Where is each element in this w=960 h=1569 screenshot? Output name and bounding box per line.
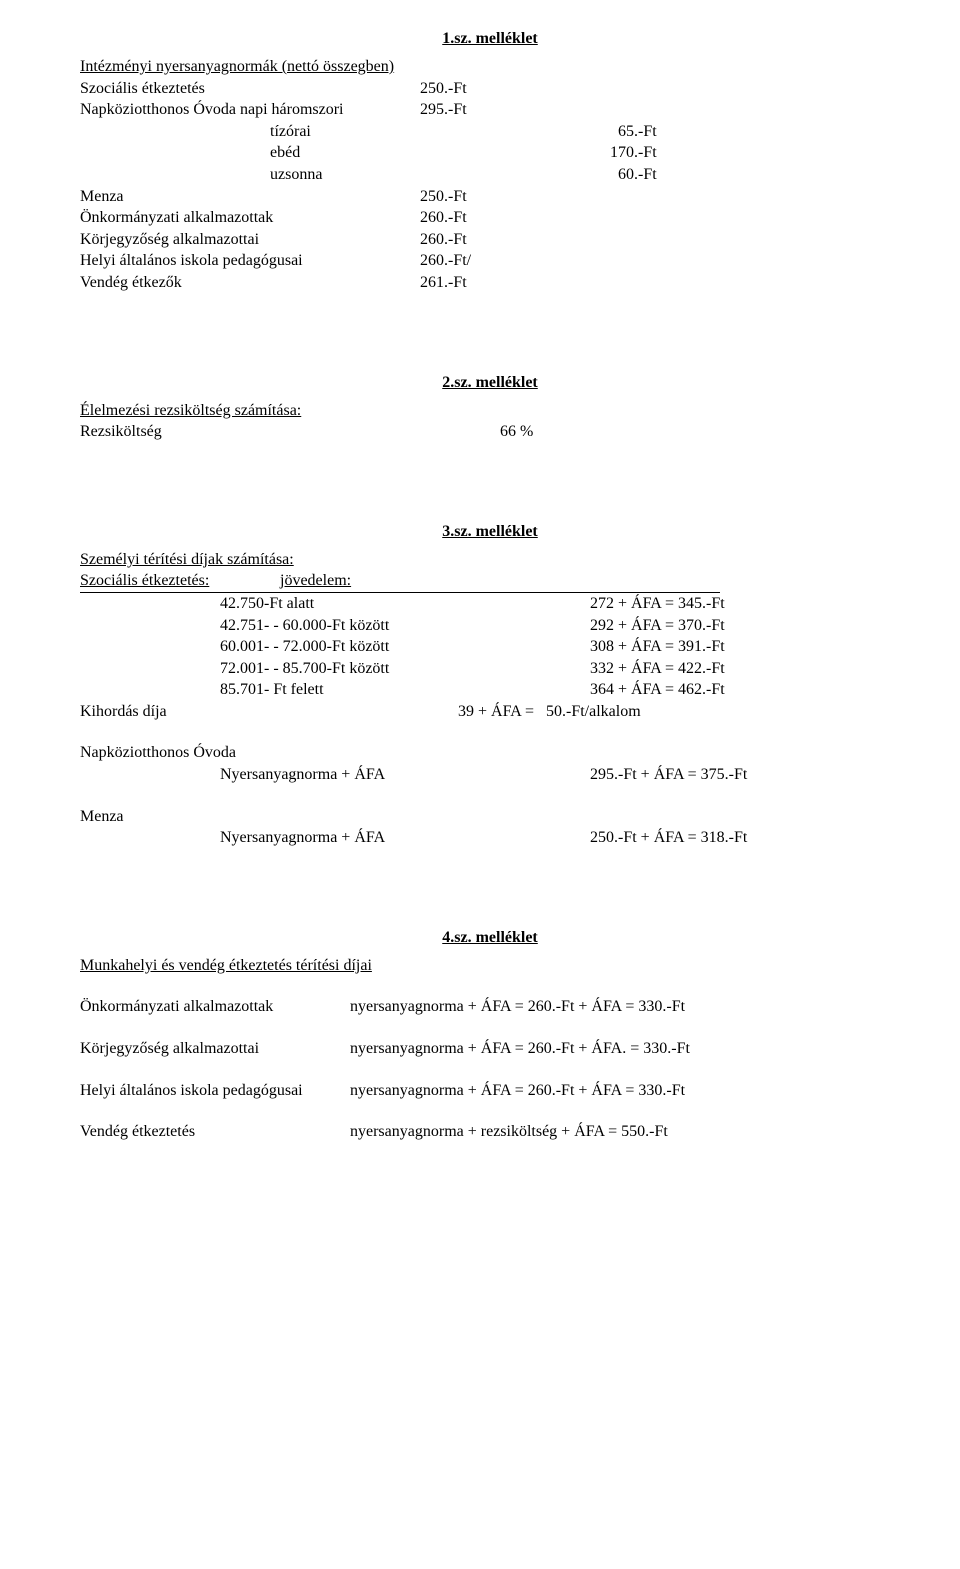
s4-row: Vendég étkeztetés nyersanyagnorma + rezs… <box>80 1121 900 1143</box>
s1-row: Körjegyzőség alkalmazottai 260.-Ft <box>80 229 900 251</box>
s4-value: nyersanyagnorma + rezsiköltség + ÁFA = 5… <box>350 1121 668 1143</box>
s1-label: Vendég étkezők <box>80 272 420 294</box>
s1-label: uzsonna <box>80 164 610 186</box>
s3-bracket-label: 42.750-Ft alatt <box>80 593 590 615</box>
s4-label: Vendég étkeztetés <box>80 1121 350 1143</box>
s1-label: ebéd <box>80 142 610 164</box>
s4-label: Önkormányzati alkalmazottak <box>80 996 350 1018</box>
section-1-heading: Intézményi nyersanyagnormák (nettó össze… <box>80 56 900 78</box>
s3-napkoz-label: Nyersanyagnorma + ÁFA <box>80 764 590 786</box>
s1-row: Helyi általános iskola pedagógusai 260.-… <box>80 250 900 272</box>
section-3: 3.sz. melléklet Személyi térítési díjak … <box>80 523 900 849</box>
s1-row: uzsonna 60.-Ft <box>80 164 900 186</box>
s1-label: Szociális étkeztetés <box>80 78 420 100</box>
s3-heading2-left: Szociális étkeztetés: <box>80 570 280 592</box>
section-2: 2.sz. melléklet Élelmezési rezsiköltség … <box>80 374 900 443</box>
s1-row: tízórai 65.-Ft <box>80 121 900 143</box>
s1-row: Szociális étkeztetés 250.-Ft <box>80 78 900 100</box>
s3-bracket-label: 42.751- - 60.000-Ft között <box>80 615 590 637</box>
s1-value: 260.-Ft <box>420 207 467 229</box>
s3-bracket-row: 42.750-Ft alatt 272 + ÁFA = 345.-Ft <box>80 593 900 615</box>
s4-value: nyersanyagnorma + ÁFA = 260.-Ft + ÁFA = … <box>350 996 685 1018</box>
s1-row: Menza 250.-Ft <box>80 186 900 208</box>
s3-kihordas-label: Kihordás díja <box>80 701 450 723</box>
s3-bracket-value: 272 + ÁFA = 345.-Ft <box>590 593 725 615</box>
s3-bracket-label: 60.001- - 72.000-Ft között <box>80 636 590 658</box>
s4-value: nyersanyagnorma + ÁFA = 260.-Ft + ÁFA = … <box>350 1080 685 1102</box>
s2-label: Rezsiköltség <box>80 421 500 443</box>
s4-row: Körjegyzőség alkalmazottai nyersanyagnor… <box>80 1038 900 1060</box>
s3-menza-title: Menza <box>80 806 900 828</box>
s1-value: 261.-Ft <box>420 272 467 294</box>
section-2-title: 2.sz. melléklet <box>80 374 900 392</box>
section-1: 1.sz. melléklet Intézményi nyersanyagnor… <box>80 30 900 294</box>
s3-bracket-label: 72.001- - 85.700-Ft között <box>80 658 590 680</box>
document-page: 1.sz. melléklet Intézményi nyersanyagnor… <box>0 0 960 1569</box>
s3-bracket-row: 60.001- - 72.000-Ft között 308 + ÁFA = 3… <box>80 636 900 658</box>
s1-label: tízórai <box>80 121 610 143</box>
s3-bracket-label: 85.701- Ft felett <box>80 679 590 701</box>
s1-label: Helyi általános iskola pedagógusai <box>80 250 420 272</box>
s3-napkoz-title: Napköziotthonos Óvoda <box>80 742 900 764</box>
section-3-title: 3.sz. melléklet <box>80 523 900 541</box>
s1-label: Menza <box>80 186 420 208</box>
s1-value: 170.-Ft <box>610 142 657 164</box>
s3-heading2-right: jövedelem: <box>280 570 351 592</box>
section-4-heading: Munkahelyi és vendég étkeztetés térítési… <box>80 955 900 977</box>
s4-row: Helyi általános iskola pedagógusai nyers… <box>80 1080 900 1102</box>
s1-value: 65.-Ft <box>610 121 657 143</box>
s1-row: Önkormányzati alkalmazottak 260.-Ft <box>80 207 900 229</box>
s4-label: Helyi általános iskola pedagógusai <box>80 1080 350 1102</box>
s3-kihordas-value: 39 + ÁFA = 50.-Ft/alkalom <box>450 701 641 723</box>
s1-row: Vendég étkezők 261.-Ft <box>80 272 900 294</box>
section-4-title: 4.sz. melléklet <box>80 929 900 947</box>
s4-value: nyersanyagnorma + ÁFA = 260.-Ft + ÁFA. =… <box>350 1038 690 1060</box>
s3-menza-value: 250.-Ft + ÁFA = 318.-Ft <box>590 827 747 849</box>
s1-row: Napköziotthonos Óvoda napi háromszori 29… <box>80 99 900 121</box>
s3-menza-label: Nyersanyagnorma + ÁFA <box>80 827 590 849</box>
section-1-title: 1.sz. melléklet <box>80 30 900 48</box>
s1-row: ebéd 170.-Ft <box>80 142 900 164</box>
s3-bracket-value: 332 + ÁFA = 422.-Ft <box>590 658 725 680</box>
s3-bracket-row: 72.001- - 85.700-Ft között 332 + ÁFA = 4… <box>80 658 900 680</box>
s3-menza-row: Nyersanyagnorma + ÁFA 250.-Ft + ÁFA = 31… <box>80 827 900 849</box>
s1-value: 250.-Ft <box>420 186 467 208</box>
s2-row: Rezsiköltség 66 % <box>80 421 900 443</box>
s1-value: 250.-Ft <box>420 78 467 100</box>
s3-bracket-row: 42.751- - 60.000-Ft között 292 + ÁFA = 3… <box>80 615 900 637</box>
s3-bracket-value: 292 + ÁFA = 370.-Ft <box>590 615 725 637</box>
s3-bracket-value: 308 + ÁFA = 391.-Ft <box>590 636 725 658</box>
s1-value: 260.-Ft/ <box>420 250 471 272</box>
s3-kihordas-row: Kihordás díja 39 + ÁFA = 50.-Ft/alkalom <box>80 701 900 723</box>
s3-napkoz-value: 295.-Ft + ÁFA = 375.-Ft <box>590 764 747 786</box>
s1-label: Önkormányzati alkalmazottak <box>80 207 420 229</box>
s1-label: Napköziotthonos Óvoda napi háromszori <box>80 99 420 121</box>
s1-value: 260.-Ft <box>420 229 467 251</box>
s3-napkoz-row: Nyersanyagnorma + ÁFA 295.-Ft + ÁFA = 37… <box>80 764 900 786</box>
s1-label: Körjegyzőség alkalmazottai <box>80 229 420 251</box>
section-2-heading: Élelmezési rezsiköltség számítása: <box>80 400 900 422</box>
s1-value: 60.-Ft <box>610 164 657 186</box>
section-3-heading1: Személyi térítési díjak számítása: <box>80 549 900 571</box>
s4-label: Körjegyzőség alkalmazottai <box>80 1038 350 1060</box>
s2-value: 66 % <box>500 421 533 443</box>
s3-bracket-value: 364 + ÁFA = 462.-Ft <box>590 679 725 701</box>
section-3-heading2: Szociális étkeztetés: jövedelem: <box>80 570 720 593</box>
s3-bracket-row: 85.701- Ft felett 364 + ÁFA = 462.-Ft <box>80 679 900 701</box>
s1-value: 295.-Ft <box>420 99 467 121</box>
s4-row: Önkormányzati alkalmazottak nyersanyagno… <box>80 996 900 1018</box>
section-4: 4.sz. melléklet Munkahelyi és vendég étk… <box>80 929 900 1143</box>
